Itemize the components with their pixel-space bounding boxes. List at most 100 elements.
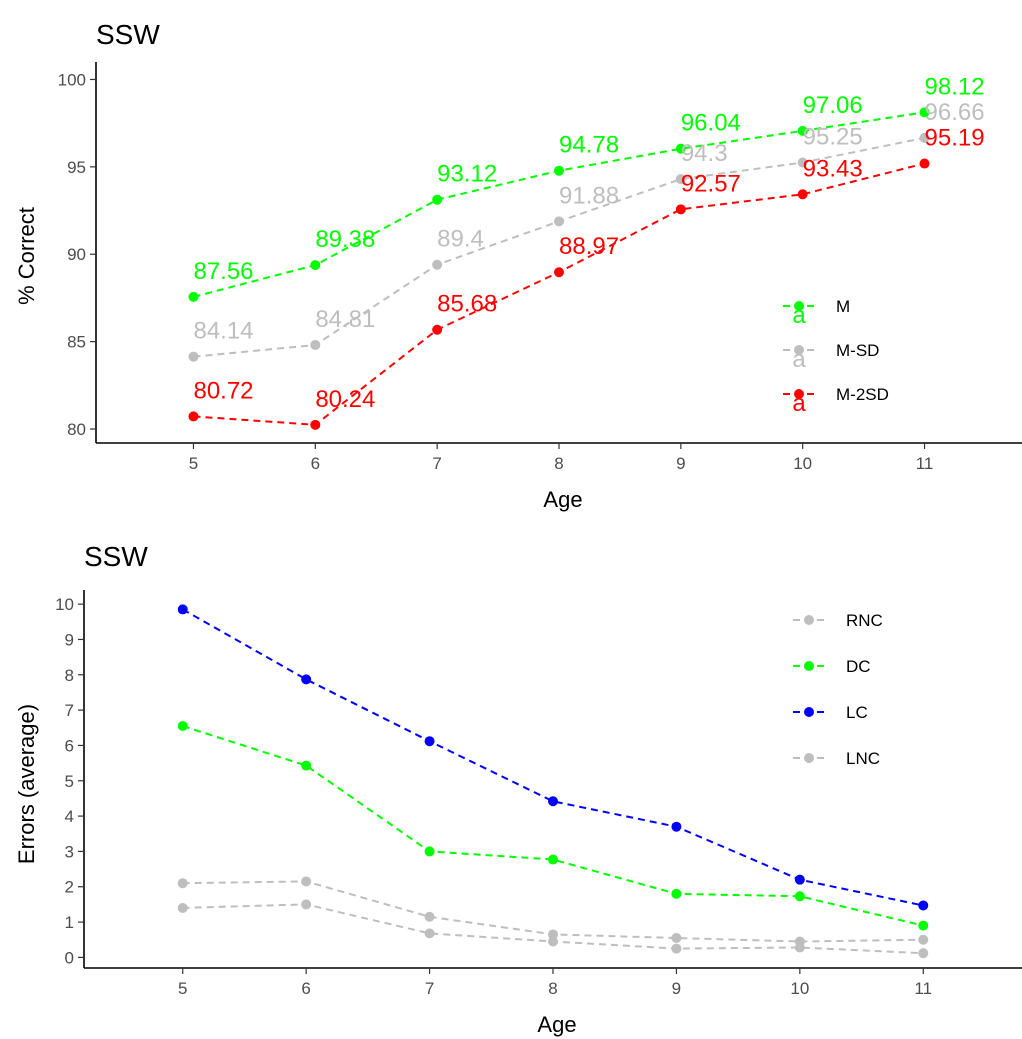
data-point-dc [794,891,805,902]
data-point-lnc [794,942,805,953]
data-point-m-2sd [675,204,686,215]
bottom-panel: SSW 0 1 2 3 4 5 6 7 8 9 10 5 6 7 8 9 10 11 RNC DC LC LNC Age… [14,541,1022,1037]
y-tick-label: 4 [65,807,74,826]
top-data-labels: 87.56 89.38 93.12 94.78 96.04 97.06 98.12 84.14… [193,73,984,412]
top-y-axis-label: % Correct [14,207,39,305]
x-tick-label: 6 [311,454,320,473]
top-axes: 80 85 90 95 100 5 6 7 8 9 10 11 [58,62,1022,473]
data-point-rnc [301,876,312,887]
data-point-lnc [301,899,312,910]
data-label-m: 98.12 [925,73,985,100]
y-tick-label: 6 [65,736,74,755]
y-tick-label: 100 [58,70,86,89]
bottom-legend: RNC DC LC LNC [793,611,883,768]
legend-label-m-sd: M-SD [836,341,879,360]
data-point-m-2sd [432,324,443,335]
bottom-y-axis-label: Errors (average) [14,704,39,864]
legend-key-point [794,301,804,311]
data-point-m-sd [188,351,199,362]
data-point-rnc [918,934,929,945]
y-tick-label: 95 [67,158,86,177]
x-tick-label: 8 [554,454,563,473]
data-label-m: 89.38 [315,226,375,253]
top-chart-title: SSW [96,19,160,50]
legend-key-point [804,615,814,625]
y-tick-label: 2 [65,878,74,897]
top-series-points [188,107,930,430]
data-point-m [188,291,199,302]
top-panel: SSW 80 85 90 95 100 5 6 7 8 9 10 11 87.56 89.38 93.12… [14,19,1022,512]
data-point-m [797,125,808,136]
x-tick-label: 5 [178,979,187,998]
data-label-m-sd: 94.3 [681,140,728,167]
data-label-m-2sd: 92.57 [681,170,741,197]
legend-label-m: M [836,297,850,316]
data-label-m: 93.12 [437,161,497,188]
data-point-lc [177,604,188,615]
data-point-lnc [177,902,188,913]
y-tick-label: 90 [67,245,86,264]
top-x-axis-label: Age [543,487,582,512]
data-point-dc [177,721,188,732]
data-point-m-2sd [919,158,930,169]
y-tick-label: 0 [65,948,74,967]
x-tick-label: 6 [301,979,310,998]
data-point-m-sd [310,339,321,350]
legend-key-point [794,389,804,399]
y-tick-label: 9 [65,630,74,649]
data-point-lnc [671,943,682,954]
x-tick-label: 11 [914,979,932,998]
data-point-m [310,260,321,271]
legend-label-dc: DC [846,657,871,676]
data-label-m-sd: 91.88 [559,182,619,209]
data-label-m-sd: 84.81 [315,306,375,333]
x-tick-label: 7 [425,979,434,998]
data-point-lnc [918,948,929,959]
data-point-rnc [424,911,435,922]
data-point-m-2sd [797,189,808,200]
x-tick-label: 5 [189,454,198,473]
y-tick-label: 1 [65,913,74,932]
top-legend: a Ma M-SD a M-2SD [783,297,889,417]
legend-label-m-2sd: M-2SD [836,385,889,404]
data-point-lnc [424,928,435,939]
bottom-x-axis-label: Age [537,1012,576,1037]
y-tick-label: 10 [55,595,74,614]
data-point-m-sd [797,157,808,168]
data-label-m-2sd: 93.43 [803,155,863,182]
data-point-rnc [548,929,558,940]
data-point-lc [548,796,558,807]
y-tick-label: 85 [67,333,86,352]
data-point-m-sd [432,259,443,270]
x-tick-label: 10 [790,979,809,998]
data-point-dc [424,846,435,857]
data-point-m [554,165,564,176]
legend-key-point [804,707,814,717]
y-tick-label: 5 [65,772,74,791]
bottom-series-lines [182,608,924,955]
data-label-m-2sd: 88.97 [559,233,619,260]
y-tick-label: 7 [65,701,74,720]
data-label-m-2sd: 80.72 [193,377,253,404]
data-label-m: 96.04 [681,110,741,137]
data-label-m: 87.56 [193,258,253,285]
data-point-lnc [548,936,558,947]
data-point-m-2sd [310,419,321,430]
data-point-m-sd [675,174,686,185]
legend-key-point [804,753,814,763]
x-tick-label: 8 [548,979,557,998]
legend-key-glyph: a [792,346,806,373]
data-point-dc [671,888,682,899]
legend-key-glyph: a [792,302,806,329]
data-point-m-2sd [188,411,199,422]
x-tick-label: 11 [916,454,934,473]
bottom-axes: 0 1 2 3 4 5 6 7 8 9 10 5 6 7 8 9 10 11 [55,590,1022,998]
legend-label-rnc: RNC [846,611,883,630]
data-point-lc [794,874,805,885]
legend-key-glyph: a [792,390,806,417]
data-label-m-sd: 96.66 [925,99,985,126]
data-point-dc [918,920,929,931]
data-label-m-2sd: 85.68 [437,291,497,318]
data-point-rnc [177,878,188,889]
